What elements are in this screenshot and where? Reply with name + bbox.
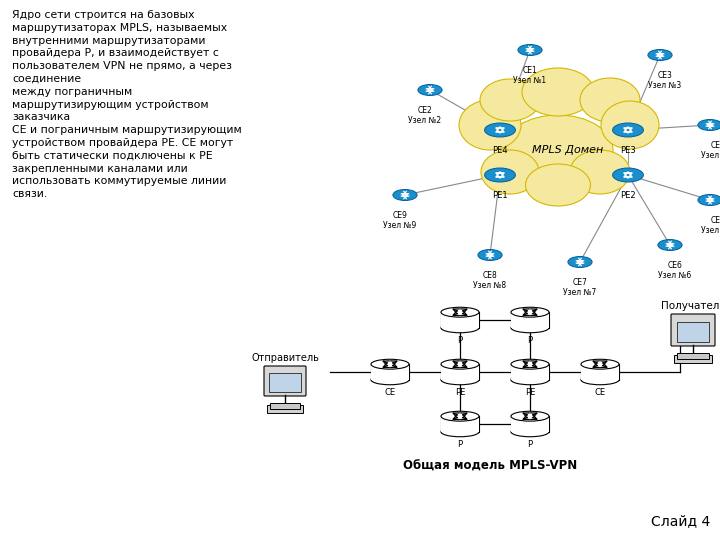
Ellipse shape	[570, 150, 630, 194]
Ellipse shape	[511, 359, 549, 369]
Polygon shape	[441, 416, 479, 432]
Text: Ядро сети строится на базовых
маршрутизаторах MPLS, называемых
внутренними маршр: Ядро сети строится на базовых маршрутиза…	[12, 10, 242, 199]
FancyBboxPatch shape	[677, 322, 709, 342]
Text: P: P	[528, 440, 533, 449]
Text: Отправитель: Отправитель	[251, 353, 319, 363]
Ellipse shape	[441, 411, 479, 421]
Ellipse shape	[698, 194, 720, 206]
Ellipse shape	[371, 359, 409, 369]
Ellipse shape	[511, 411, 549, 421]
Ellipse shape	[511, 375, 549, 384]
Ellipse shape	[478, 249, 502, 260]
Text: CE: CE	[384, 388, 395, 397]
Text: CE2
Узел №2: CE2 Узел №2	[408, 106, 441, 125]
Ellipse shape	[601, 101, 659, 149]
Ellipse shape	[441, 427, 479, 437]
Text: Общая модель MPLS-VPN: Общая модель MPLS-VPN	[403, 460, 577, 473]
Polygon shape	[441, 312, 479, 328]
FancyBboxPatch shape	[269, 373, 301, 392]
Text: CE5
Узел №5: CE5 Узел №5	[701, 216, 720, 235]
Ellipse shape	[580, 78, 640, 122]
Text: PE1: PE1	[492, 191, 508, 200]
FancyBboxPatch shape	[267, 405, 303, 413]
Ellipse shape	[441, 359, 479, 369]
Ellipse shape	[526, 164, 590, 206]
Text: CE: CE	[595, 388, 606, 397]
Ellipse shape	[658, 240, 682, 251]
FancyBboxPatch shape	[678, 353, 708, 359]
Polygon shape	[511, 364, 549, 380]
Text: PE: PE	[455, 388, 465, 397]
Ellipse shape	[581, 375, 619, 384]
Ellipse shape	[441, 323, 479, 333]
Text: CE8
Узел №8: CE8 Узел №8	[474, 271, 507, 291]
Ellipse shape	[441, 307, 479, 317]
Ellipse shape	[393, 190, 417, 200]
Ellipse shape	[511, 427, 549, 437]
Polygon shape	[511, 416, 549, 432]
FancyBboxPatch shape	[674, 355, 712, 363]
Text: Получатель: Получатель	[661, 301, 720, 311]
Ellipse shape	[511, 323, 549, 333]
Text: P: P	[528, 336, 533, 345]
Ellipse shape	[371, 375, 409, 384]
FancyBboxPatch shape	[264, 366, 306, 396]
Text: P: P	[457, 440, 462, 449]
Text: PE3: PE3	[620, 146, 636, 155]
Ellipse shape	[522, 68, 594, 116]
Polygon shape	[581, 364, 619, 380]
Ellipse shape	[459, 100, 521, 150]
Ellipse shape	[485, 123, 516, 137]
Ellipse shape	[518, 44, 542, 56]
Text: PE4: PE4	[492, 146, 508, 155]
Ellipse shape	[511, 307, 549, 317]
Text: CE1
Узел №1: CE1 Узел №1	[513, 66, 546, 85]
Ellipse shape	[418, 84, 442, 96]
Text: P: P	[457, 336, 462, 345]
Ellipse shape	[568, 256, 592, 267]
Ellipse shape	[441, 375, 479, 384]
Polygon shape	[371, 364, 409, 380]
Polygon shape	[511, 312, 549, 328]
Text: MPLS Домен: MPLS Домен	[532, 145, 603, 155]
Text: CE6
Узел №6: CE6 Узел №6	[658, 261, 692, 280]
Text: CE7
Узел №7: CE7 Узел №7	[563, 278, 597, 298]
Text: PE: PE	[525, 388, 535, 397]
Text: PE2: PE2	[620, 191, 636, 200]
Text: CE4
Узел №4: CE4 Узел №4	[701, 141, 720, 160]
Ellipse shape	[480, 79, 540, 121]
Ellipse shape	[485, 168, 516, 182]
Polygon shape	[441, 364, 479, 380]
Ellipse shape	[581, 359, 619, 369]
Ellipse shape	[648, 50, 672, 60]
Ellipse shape	[698, 119, 720, 131]
FancyBboxPatch shape	[270, 403, 300, 409]
Ellipse shape	[481, 150, 539, 194]
Text: CE9
Узел №9: CE9 Узел №9	[383, 211, 417, 231]
Ellipse shape	[613, 123, 644, 137]
Ellipse shape	[613, 168, 644, 182]
Ellipse shape	[503, 115, 613, 185]
FancyBboxPatch shape	[671, 314, 715, 346]
Text: Слайд 4: Слайд 4	[651, 514, 710, 528]
Text: CE3
Узел №3: CE3 Узел №3	[649, 71, 682, 90]
